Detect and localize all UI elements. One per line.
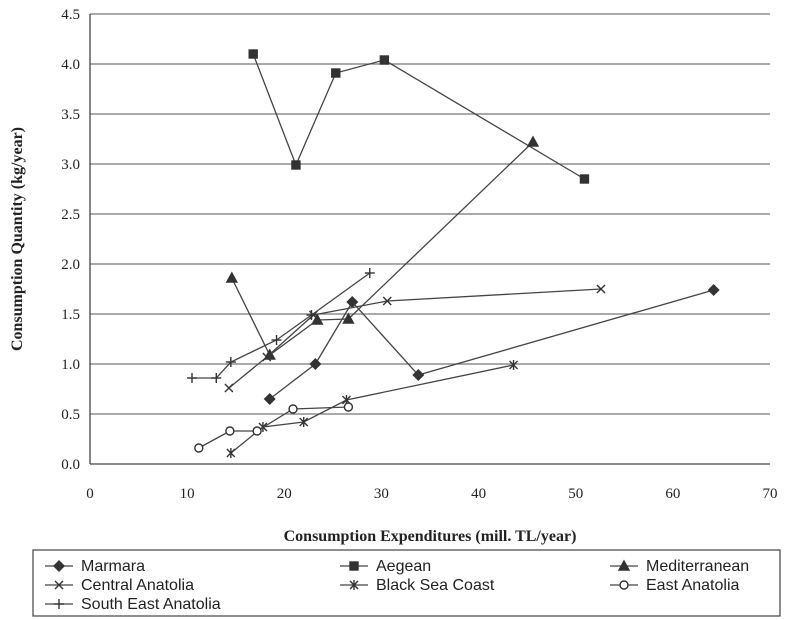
- y-tick-label: 3.0: [61, 157, 80, 173]
- x-tick-label: 60: [665, 486, 680, 502]
- series-aegean: [248, 49, 590, 184]
- data-point: [224, 383, 234, 393]
- data-point: [225, 426, 235, 436]
- data-point: [579, 174, 590, 184]
- legend-marker: [349, 561, 359, 571]
- series-mediterranean: [225, 135, 540, 360]
- axes: [89, 14, 770, 465]
- data-point: [262, 352, 272, 362]
- data-point: [596, 284, 606, 294]
- legend: Marmara Aegean Mediterranean Central Anatol…: [45, 558, 749, 613]
- x-tick-label: 40: [471, 486, 486, 502]
- y-tick-label: 2.0: [61, 257, 80, 273]
- series-east-anatolia: [194, 402, 354, 453]
- data-point: [291, 160, 301, 170]
- data-point: [311, 313, 324, 325]
- x-tick-label: 20: [277, 486, 292, 502]
- legend-label: Aegean: [376, 558, 431, 575]
- data-point: [412, 369, 425, 381]
- legend-item: Aegean: [340, 558, 431, 575]
- legend-label: South East Anatolia: [81, 596, 221, 613]
- series: [187, 49, 720, 458]
- data-point: [509, 360, 519, 370]
- legend-item: Mediterranean: [610, 558, 749, 575]
- data-point: [379, 55, 390, 65]
- legend-marker: [349, 580, 359, 590]
- series-line: [230, 364, 514, 454]
- x-tick-labels: 0 10 20 30 40 50 60 70: [86, 486, 777, 502]
- data-point: [306, 310, 317, 320]
- data-point: [309, 358, 322, 370]
- x-tick-label: 0: [86, 486, 94, 502]
- data-point: [225, 357, 236, 367]
- legend-item: Central Anatolia: [45, 577, 194, 594]
- series-line: [269, 289, 714, 400]
- legend-label: Marmara: [81, 558, 145, 575]
- legend-marker: [54, 599, 64, 609]
- data-point: [225, 271, 239, 283]
- legend-item: Marmara: [45, 558, 145, 575]
- data-point: [187, 373, 197, 383]
- data-point: [271, 335, 282, 345]
- legend-label: East Anatolia: [646, 577, 740, 594]
- data-point: [707, 284, 720, 296]
- y-tick-label: 2.5: [61, 207, 80, 223]
- x-tick-label: 70: [763, 486, 778, 502]
- series-line: [192, 272, 371, 379]
- data-point: [211, 373, 222, 383]
- y-tick-labels: 0.0 0.5 1.0 1.5 2.0 2.5 3.0 3.5 4.0 4.5: [61, 7, 80, 473]
- y-tick-label: 3.5: [61, 107, 80, 123]
- data-point: [331, 68, 341, 78]
- x-tick-label: 50: [568, 486, 583, 502]
- data-point: [194, 443, 204, 453]
- data-point: [263, 393, 276, 405]
- y-tick-label: 0.0: [61, 457, 80, 473]
- data-point: [342, 312, 355, 324]
- y-tick-label: 1.5: [61, 307, 80, 323]
- series-black-sea-coast: [226, 360, 519, 458]
- series-line: [198, 406, 349, 449]
- legend-label: Black Sea Coast: [376, 577, 495, 594]
- series-line: [231, 141, 534, 356]
- legend-item: East Anatolia: [610, 577, 740, 594]
- x-tick-label: 10: [180, 486, 195, 502]
- legend-marker: [617, 559, 631, 571]
- data-point: [343, 402, 354, 412]
- y-tick-label: 0.5: [61, 407, 80, 423]
- data-point: [526, 135, 540, 147]
- legend-label: Mediterranean: [646, 558, 749, 575]
- data-point: [364, 268, 375, 278]
- x-tick-label: 30: [374, 486, 389, 502]
- legend-marker: [54, 580, 64, 590]
- series-south-east-anatolia: [187, 268, 375, 383]
- data-point: [299, 417, 309, 427]
- series-line: [252, 53, 585, 180]
- legend-marker: [619, 580, 629, 590]
- legend-marker: [53, 560, 65, 572]
- legend-label: Central Anatolia: [81, 577, 194, 594]
- data-point: [226, 448, 236, 458]
- legend-item: South East Anatolia: [45, 596, 221, 613]
- y-tick-label: 4.0: [61, 57, 80, 73]
- y-tick-label: 1.0: [61, 357, 80, 373]
- legend-item: Black Sea Coast: [340, 577, 495, 594]
- y-axis-title: Consumption Quantity (kg/year): [9, 127, 26, 351]
- grid-lines: [90, 13, 770, 415]
- x-axis-title: Consumption Expenditures (mill. TL/year): [284, 528, 577, 545]
- data-point: [248, 49, 258, 59]
- data-point: [288, 404, 298, 414]
- y-tick-label: 4.5: [61, 7, 80, 23]
- data-point: [252, 426, 262, 436]
- legend-box: [32, 549, 781, 617]
- series-marmara: [263, 284, 720, 405]
- data-point: [382, 296, 392, 306]
